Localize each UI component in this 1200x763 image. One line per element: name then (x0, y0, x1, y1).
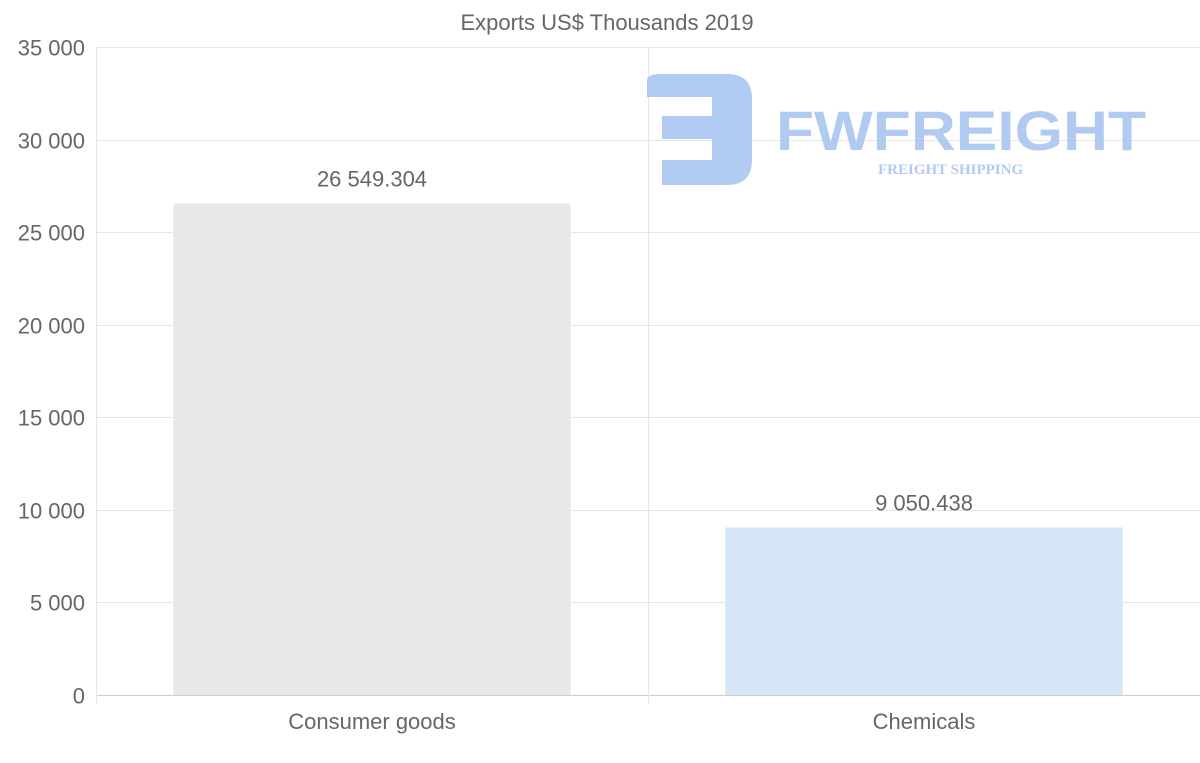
bar-consumer-goods (173, 203, 571, 695)
y-tick-label: 10 000 (18, 499, 85, 524)
fwfreight-logo-watermark: FWFREIGHT FREIGHT SHIPPING (647, 74, 1146, 185)
y-tick-label: 15 000 (18, 406, 85, 431)
y-tick-label: 20 000 (18, 314, 85, 339)
bar-chemicals (725, 527, 1123, 695)
logo-mark-icon (647, 74, 752, 185)
y-tick-label: 30 000 (18, 129, 85, 154)
logo-tagline-text: FREIGHT SHIPPING (878, 162, 1023, 178)
y-tick-label: 0 (73, 684, 85, 709)
labels: 0 5 000 10 000 15 000 20 000 25 000 30 000 35 0… (18, 36, 976, 735)
data-label: 9 050.438 (875, 490, 973, 515)
x-tick-label: Chemicals (873, 709, 976, 734)
data-label: 26 549.304 (317, 166, 427, 191)
y-tick-label: 25 000 (18, 221, 85, 246)
y-tick-label: 35 000 (18, 36, 85, 61)
bars (173, 203, 1123, 695)
logo-brand-text: FWFREIGHT (776, 99, 1146, 162)
y-tick-label: 5 000 (30, 591, 85, 616)
x-tick-label: Consumer goods (288, 709, 456, 734)
chart-title: Exports US$ Thousands 2019 (460, 10, 753, 35)
